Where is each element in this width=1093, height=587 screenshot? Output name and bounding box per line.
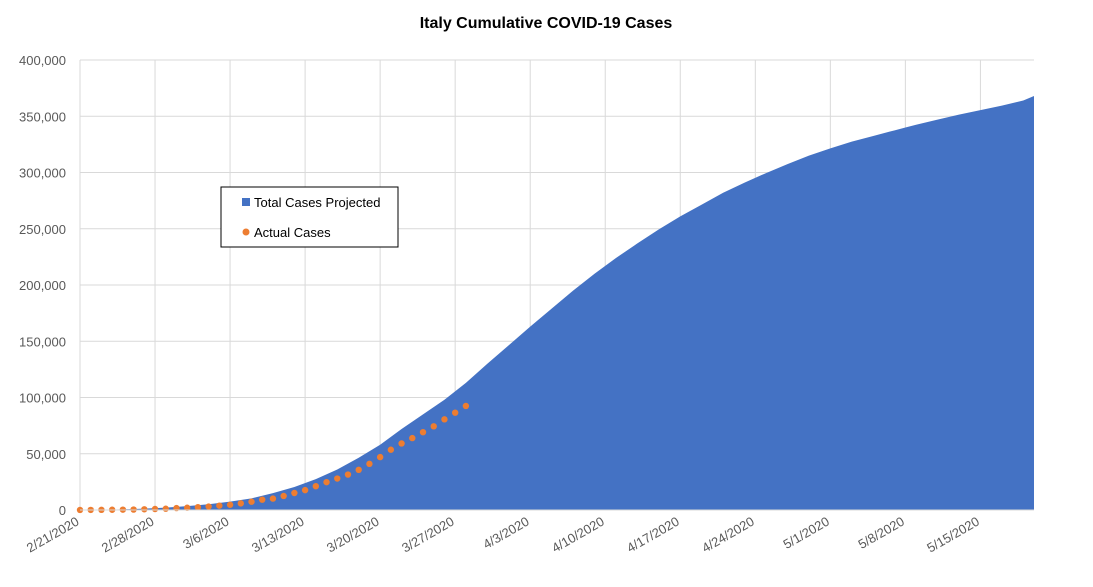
actual-cases-point	[301, 486, 309, 494]
chart-title: Italy Cumulative COVID-19 Cases	[420, 15, 673, 32]
y-tick-label: 250,000	[19, 222, 66, 237]
y-tick-label: 0	[59, 503, 66, 518]
actual-cases-point	[441, 416, 448, 423]
actual-cases-point	[162, 505, 169, 512]
actual-cases-point	[205, 503, 212, 510]
actual-cases-point	[216, 502, 223, 509]
y-tick-label: 350,000	[19, 109, 66, 124]
area-layer	[80, 96, 1034, 510]
y-tick-label: 300,000	[19, 166, 66, 181]
actual-cases-point	[323, 478, 330, 486]
legend-box	[220, 186, 399, 248]
actual-cases-point	[462, 402, 470, 410]
legend-swatch-projected	[242, 198, 250, 206]
actual-cases-point	[419, 428, 427, 436]
actual-cases-point	[194, 503, 202, 511]
actual-cases-point	[291, 489, 298, 497]
actual-cases-point	[387, 446, 395, 453]
legend: Total Cases Projected Actual Cases	[220, 186, 399, 248]
y-tick-label: 100,000	[19, 391, 66, 406]
actual-cases-point	[355, 466, 362, 474]
actual-cases-point	[398, 440, 405, 447]
actual-cases-point	[312, 482, 320, 490]
actual-cases-point	[376, 453, 384, 461]
actual-cases-point	[141, 506, 148, 513]
actual-cases-point	[409, 434, 416, 442]
y-tick-label: 50,000	[26, 447, 66, 462]
actual-cases-point	[151, 505, 159, 513]
actual-cases-point	[344, 471, 352, 478]
actual-cases-point	[183, 504, 191, 511]
actual-cases-point	[248, 498, 255, 505]
projected-cases-area	[80, 96, 1034, 510]
actual-cases-point	[430, 423, 437, 430]
actual-cases-point	[269, 495, 277, 502]
actual-cases-point	[366, 460, 373, 468]
actual-cases-point	[237, 500, 244, 507]
legend-swatch-actual	[242, 228, 250, 236]
y-tick-label: 200,000	[19, 278, 66, 293]
actual-cases-point	[259, 496, 266, 503]
legend-label-actual: Actual Cases	[254, 225, 331, 240]
actual-cases-point	[280, 492, 287, 500]
actual-cases-point	[226, 501, 234, 508]
points-layer	[76, 402, 470, 514]
actual-cases-point	[451, 409, 459, 416]
actual-cases-point	[334, 475, 341, 482]
y-tick-label: 400,000	[19, 53, 66, 68]
y-tick-label: 150,000	[19, 334, 66, 349]
legend-label-projected: Total Cases Projected	[254, 195, 380, 210]
